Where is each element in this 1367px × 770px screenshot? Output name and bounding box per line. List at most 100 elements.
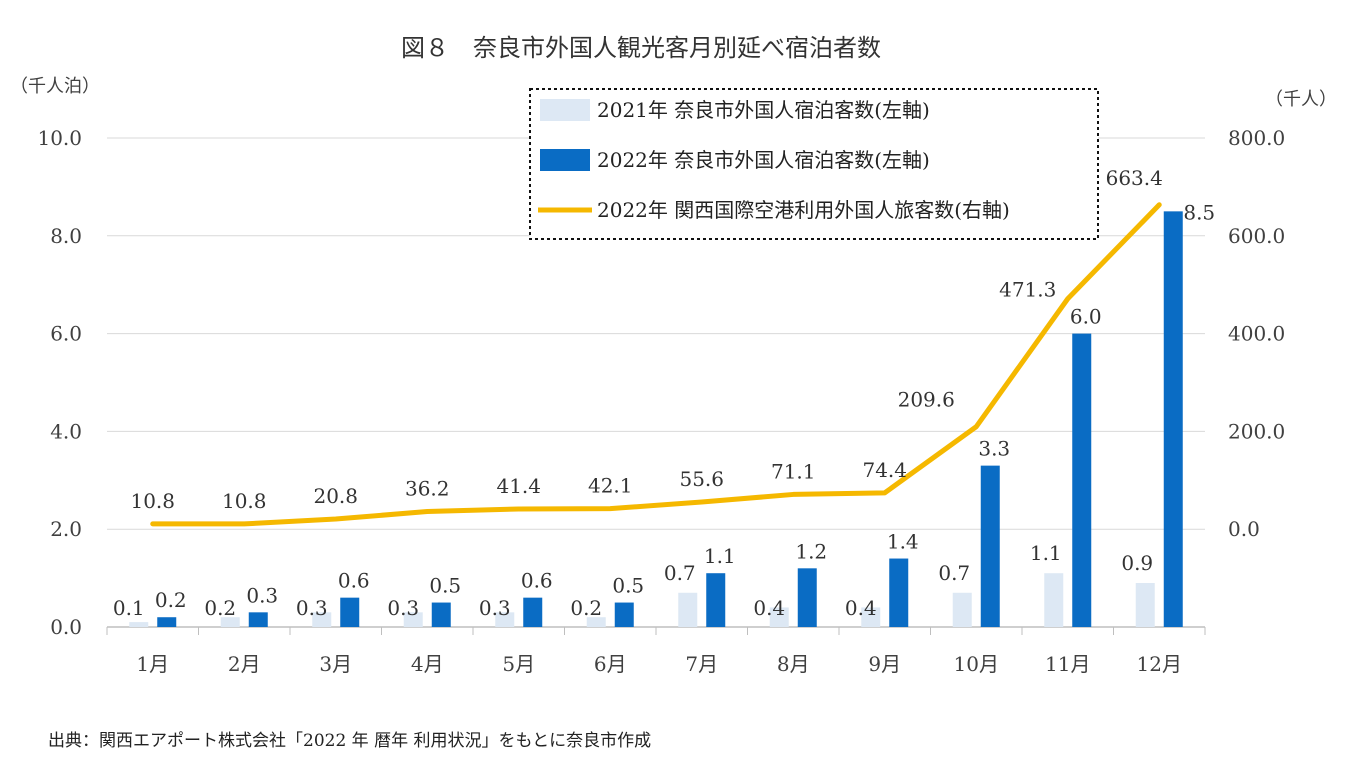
x-tick-label: 10月: [954, 652, 999, 676]
data-label-airport: 36.2: [405, 476, 450, 500]
bar-2021: [129, 622, 149, 627]
data-label-airport: 71.1: [771, 459, 816, 483]
data-label-2022: 0.2: [155, 588, 187, 612]
data-label-2022: 0.5: [429, 574, 461, 598]
data-label-2021: 0.3: [296, 596, 328, 620]
data-label-airport: 74.4: [862, 458, 907, 482]
x-tick-label: 11月: [1045, 652, 1090, 676]
data-label-airport: 41.4: [496, 474, 541, 498]
left-tick-label: 2.0: [50, 517, 82, 541]
left-tick-label: 6.0: [50, 322, 82, 346]
data-label-2022: 1.2: [795, 539, 827, 563]
bar-2022: [248, 612, 268, 627]
right-axis-unit: （千人）: [1265, 89, 1337, 110]
data-label-2021: 0.9: [1121, 551, 1153, 575]
bar-2021: [861, 607, 881, 627]
bar-2022: [431, 602, 451, 627]
data-label-2022: 8.5: [1183, 200, 1215, 224]
bar-2021: [586, 617, 606, 627]
legend: 2021年 奈良市外国人宿泊客数(左軸) 2022年 奈良市外国人宿泊客数(左軸)…: [529, 88, 1099, 240]
data-label-2022: 1.1: [704, 544, 736, 568]
data-label-2022: 0.5: [612, 574, 644, 598]
data-label-2021: 0.2: [570, 596, 602, 620]
bar-2022: [889, 558, 909, 627]
bar-2022: [1072, 333, 1092, 627]
left-axis-unit: （千人泊）: [10, 76, 100, 97]
chart-title: 図８ 奈良市外国人観光客月別延べ宿泊者数: [401, 34, 881, 62]
x-tick-label: 8月: [777, 652, 810, 676]
bar-2022: [340, 597, 360, 627]
left-tick-label: 0.0: [50, 615, 82, 639]
data-label-airport: 10.8: [130, 489, 175, 513]
right-tick-label: 600.0: [1228, 224, 1285, 248]
data-label-2022: 0.6: [521, 569, 553, 593]
bar-2022: [614, 602, 634, 627]
data-label-airport: 10.8: [222, 489, 267, 513]
data-labels: 0.1 0.2 10.8 0.2 0.3 10.8 0.3 0.6 20.8 0.3 0.5 36.2…: [113, 166, 1215, 620]
x-tick-label: 12月: [1137, 652, 1182, 676]
line-airport: [150, 202, 1162, 527]
legend-swatch: [540, 149, 590, 171]
data-label-airport: 20.8: [313, 484, 358, 508]
bar-2022: [706, 573, 726, 627]
data-label-2021: 0.2: [204, 596, 236, 620]
x-tick-label: 2月: [228, 652, 261, 676]
bar-2021: [952, 592, 972, 627]
bars: [129, 211, 1183, 627]
x-tick-label: 9月: [868, 652, 901, 676]
bar-2022: [980, 465, 1000, 627]
bar-2021: [495, 612, 515, 627]
data-label-2021: 0.7: [664, 561, 696, 585]
data-label-2022: 0.3: [246, 583, 278, 607]
legend-label: 2021年 奈良市外国人宿泊客数(左軸): [597, 98, 930, 122]
bar-2022: [157, 617, 177, 627]
legend-label: 2022年 関西国際空港利用外国人旅客数(右軸): [597, 198, 1010, 222]
x-tick-label: 6月: [594, 652, 627, 676]
bar-2021: [403, 612, 423, 627]
data-label-2021: 1.1: [1030, 541, 1062, 565]
x-tick-label: 7月: [685, 652, 718, 676]
data-label-airport: 471.3: [999, 278, 1056, 302]
bar-2021: [1135, 582, 1155, 627]
bar-2021: [678, 592, 698, 627]
data-label-2021: 0.3: [387, 596, 419, 620]
right-tick-label: 0.0: [1228, 517, 1260, 541]
data-label-2021: 0.1: [113, 596, 145, 620]
bar-2022: [1163, 211, 1183, 627]
left-tick-label: 10.0: [37, 126, 82, 150]
legend-box: [529, 88, 1099, 240]
legend-label: 2022年 奈良市外国人宿泊客数(左軸): [597, 148, 930, 172]
x-tick-label: 3月: [319, 652, 352, 676]
axis-ticks: 10.0 8.0 6.0 4.0 2.0 0.0 800.0 600.0 400.0 200.0 0…: [37, 126, 1285, 676]
x-tick-label: 1月: [136, 652, 169, 676]
legend-swatch: [540, 99, 590, 121]
data-label-2021: 0.4: [753, 596, 785, 620]
data-label-airport: 209.6: [898, 388, 955, 412]
x-tick-label: 5月: [502, 652, 535, 676]
bar-2021: [312, 612, 332, 627]
bar-2022: [523, 597, 543, 627]
data-label-2022: 1.4: [887, 530, 919, 554]
data-label-airport: 42.1: [588, 474, 633, 498]
bar-2021: [1044, 573, 1064, 627]
right-tick-label: 200.0: [1228, 419, 1285, 443]
bar-2021: [220, 617, 240, 627]
data-label-2021: 0.7: [938, 561, 970, 585]
data-label-2022: 6.0: [1070, 305, 1102, 329]
x-tick-label: 4月: [411, 652, 444, 676]
data-label-2022: 0.6: [338, 569, 370, 593]
data-label-2021: 0.3: [479, 596, 511, 620]
data-label-airport: 55.6: [679, 467, 724, 491]
line-series: [150, 202, 1162, 527]
right-tick-label: 400.0: [1228, 322, 1285, 346]
left-tick-label: 4.0: [50, 419, 82, 443]
bar-2022: [797, 568, 817, 627]
data-label-2022: 3.3: [978, 437, 1010, 461]
data-label-2021: 0.4: [845, 596, 877, 620]
data-label-airport: 663.4: [1106, 166, 1163, 190]
bar-2021: [769, 607, 789, 627]
source-note: 出典：関西エアポート株式会社「2022 年 暦年 利用状況」をもとに奈良市作成: [48, 731, 651, 751]
left-tick-label: 8.0: [50, 224, 82, 248]
right-tick-label: 800.0: [1228, 126, 1285, 150]
